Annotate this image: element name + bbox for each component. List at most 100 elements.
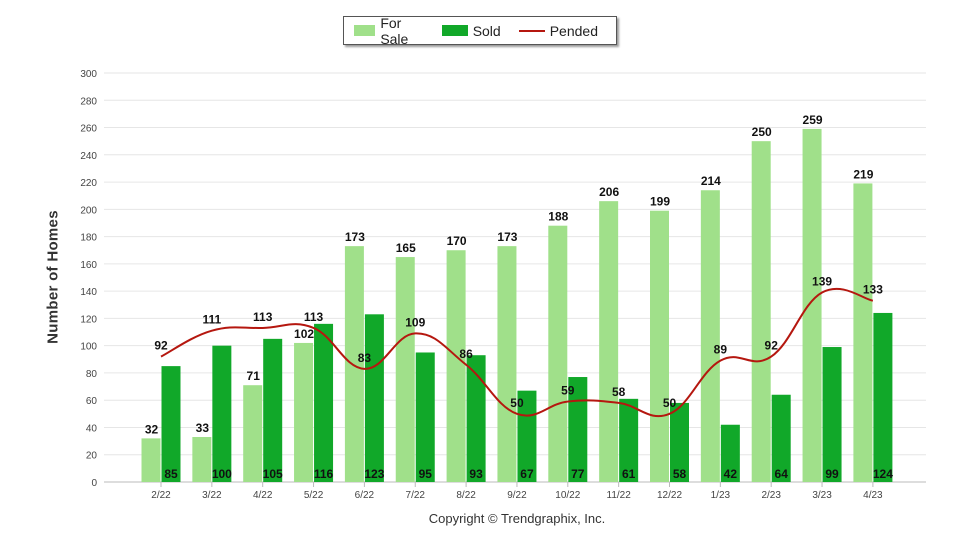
bar-for-sale	[395, 257, 415, 482]
data-label-for-sale: 173	[497, 230, 517, 244]
data-label-for-sale: 165	[396, 241, 416, 255]
x-tick-label: 3/23	[812, 490, 832, 501]
y-tick-label: 300	[80, 69, 97, 80]
pended-line	[160, 287, 874, 418]
x-tick-label: 7/22	[406, 490, 426, 501]
data-label-pended: 111	[202, 313, 221, 327]
x-tick-label: 9/22	[507, 490, 527, 501]
data-label-for-sale: 199	[650, 195, 670, 209]
data-label-sold: 99	[825, 467, 839, 481]
y-tick-label: 0	[91, 478, 97, 489]
bar-for-sale	[751, 141, 771, 482]
data-label-sold: 93	[469, 467, 483, 481]
data-label-for-sale: 33	[196, 421, 210, 435]
data-label-pended: 50	[510, 396, 524, 410]
bar-sold	[314, 323, 334, 482]
bar-sold	[364, 314, 384, 482]
y-axis-label: Number of Homes	[44, 210, 62, 344]
bar-sold	[670, 402, 689, 482]
x-tick-label: 5/22	[304, 490, 324, 501]
legend-item-for-sale[interactable]: For Sale	[354, 15, 424, 47]
x-tick-label: 11/22	[607, 490, 632, 501]
y-tick-label: 200	[80, 205, 97, 216]
bar-sold	[771, 394, 791, 482]
legend: For Sale Sold Pended	[343, 15, 617, 47]
x-tick-label: 10/22	[555, 490, 580, 501]
data-label-pended: 113	[253, 310, 273, 324]
y-tick-label: 80	[86, 369, 98, 380]
bar-for-sale	[853, 183, 873, 482]
y-tick-label: 120	[80, 314, 97, 325]
data-label-for-sale: 188	[548, 210, 568, 224]
y-tick-label: 280	[80, 96, 97, 107]
bar-for-sale	[446, 250, 466, 482]
legend-swatch-for-sale	[354, 25, 376, 36]
bar-sold	[263, 338, 283, 482]
bar-for-sale	[294, 342, 314, 482]
bar-for-sale	[802, 128, 822, 482]
bar-for-sale	[243, 385, 263, 482]
data-label-for-sale: 170	[447, 234, 467, 248]
data-label-pended: 113	[304, 310, 324, 324]
y-tick-label: 100	[80, 342, 97, 353]
bar-for-sale	[548, 225, 568, 482]
data-label-pended: 139	[812, 274, 832, 288]
bar-sold	[161, 366, 181, 482]
data-label-for-sale: 173	[345, 230, 365, 244]
data-label-pended: 86	[459, 347, 473, 361]
data-label-sold: 61	[622, 467, 636, 481]
data-label-for-sale: 71	[247, 369, 261, 383]
data-label-sold: 64	[775, 467, 789, 481]
x-axis: 2/22 3/22 4/22 5/22 6/22 7/22 8/22 9/22 10/22 11/…	[151, 482, 883, 501]
x-tick-label: 8/22	[456, 490, 476, 501]
bar-for-sale	[141, 438, 161, 482]
x-tick-label: 2/22	[151, 490, 171, 501]
y-tick-label: 180	[80, 233, 97, 244]
bar-sold	[517, 390, 537, 482]
data-label-pended: 133	[863, 283, 883, 297]
bar-for-sale	[344, 246, 364, 482]
line-pended	[160, 287, 874, 418]
data-label-sold: 67	[520, 467, 534, 481]
y-tick-label: 20	[86, 451, 98, 462]
copyright-text: Copyright © Trendgraphix, Inc.	[428, 511, 606, 526]
y-tick-label: 140	[80, 287, 97, 298]
data-label-pended: 109	[405, 315, 425, 329]
bar-for-sale	[192, 437, 212, 482]
bar-marks	[141, 128, 893, 483]
legend-swatch-sold	[441, 25, 468, 36]
legend-item-pended[interactable]: Pended	[518, 23, 598, 39]
data-label-sold: 42	[724, 467, 738, 481]
data-label-pended: 58	[612, 385, 626, 399]
x-tick-label: 4/22	[253, 490, 273, 501]
data-label-for-sale: 214	[701, 174, 721, 188]
x-tick-label: 4/23	[863, 490, 883, 501]
x-tick-label: 12/22	[657, 490, 682, 501]
data-label-sold: 123	[364, 467, 384, 481]
data-label-pended: 50	[663, 396, 677, 410]
bar-sold	[568, 377, 588, 482]
data-label-sold: 116	[314, 467, 334, 481]
legend-item-sold[interactable]: Sold	[441, 22, 501, 39]
bar-for-sale	[650, 210, 669, 483]
x-tick-label: 1/23	[711, 490, 731, 501]
y-tick-label: 160	[80, 260, 97, 271]
data-label-for-sale: 250	[752, 125, 772, 139]
data-label-sold: 85	[164, 467, 178, 481]
bar-sold	[720, 424, 740, 482]
data-label-sold: 77	[571, 467, 585, 481]
bar-sold	[873, 312, 893, 482]
y-tick-label: 40	[86, 423, 98, 434]
bar-sold	[619, 398, 639, 482]
bar-for-sale	[599, 201, 619, 483]
y-axis-ticks: 0 20 40 60 80 100 120 140 160 180 200 220 240 260 280 3…	[80, 69, 97, 489]
legend-label-sold: Sold	[472, 22, 501, 39]
data-label-sold: 95	[419, 467, 433, 481]
y-tick-label: 240	[80, 151, 97, 162]
data-label-sold: 105	[263, 467, 283, 481]
data-label-for-sale: 102	[294, 327, 314, 341]
data-label-for-sale: 32	[145, 422, 159, 436]
x-tick-label: 6/22	[355, 490, 375, 501]
legend-swatch-pended	[518, 29, 545, 32]
